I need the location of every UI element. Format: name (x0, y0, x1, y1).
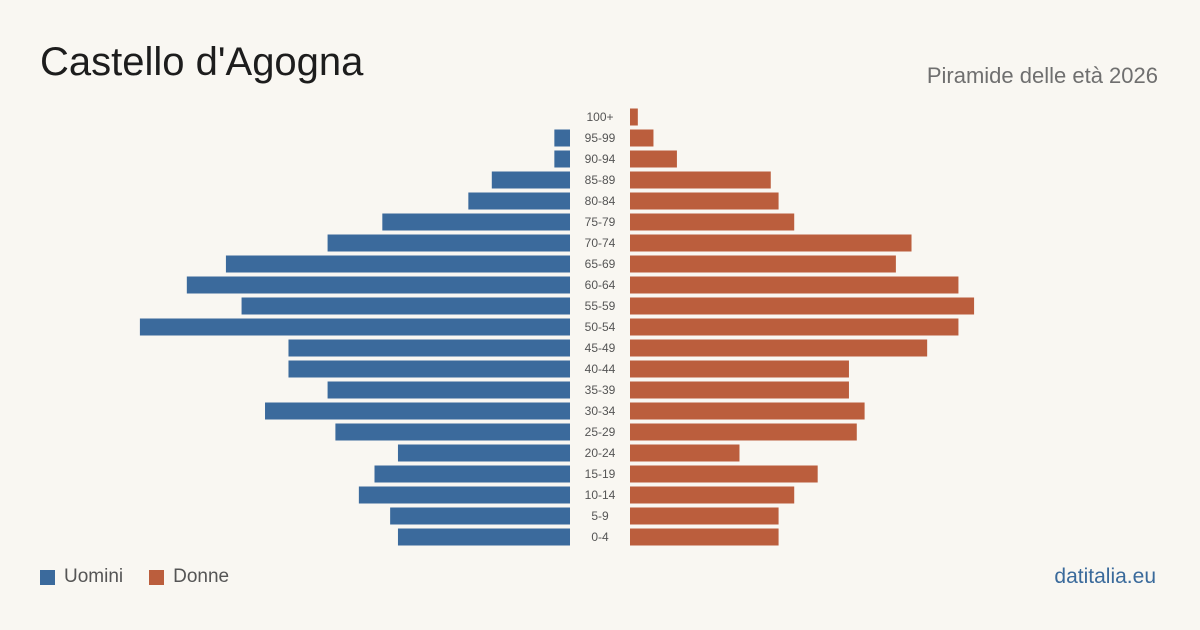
bar-women-85-89 (630, 171, 771, 189)
bar-men-45-49 (288, 339, 570, 357)
age-label-75-79: 75-79 (585, 215, 616, 229)
bar-women-90-94 (630, 150, 677, 168)
bar-men-5-9 (390, 507, 570, 525)
bar-women-50-54 (630, 318, 959, 336)
age-label-60-64: 60-64 (585, 278, 616, 292)
bar-women-100plus (630, 108, 638, 126)
bar-women-25-29 (630, 423, 857, 441)
bar-women-60-64 (630, 276, 959, 294)
age-label-20-24: 20-24 (585, 446, 616, 460)
legend-label-women: Donne (173, 566, 230, 587)
bar-women-5-9 (630, 507, 779, 525)
age-label-65-69: 65-69 (585, 257, 616, 271)
age-label-10-14: 10-14 (585, 488, 616, 502)
age-label-15-19: 15-19 (585, 467, 616, 481)
bar-women-35-39 (630, 381, 849, 399)
bar-women-20-24 (630, 444, 740, 462)
bar-men-30-34 (265, 402, 570, 420)
age-label-95-99: 95-99 (585, 131, 616, 145)
legend-swatch-men (40, 569, 55, 585)
bar-men-85-89 (491, 171, 570, 189)
chart-title: Castello d'Agogna (40, 40, 364, 84)
age-label-100plus: 100+ (586, 110, 613, 124)
bar-men-10-14 (358, 486, 570, 504)
bar-women-15-19 (630, 465, 818, 483)
age-label-0-4: 0-4 (591, 530, 609, 544)
age-label-55-59: 55-59 (585, 299, 616, 313)
source-link[interactable]: datitalia.eu (1054, 565, 1156, 588)
bar-women-45-49 (630, 339, 928, 357)
age-label-90-94: 90-94 (585, 152, 616, 166)
age-label-45-49: 45-49 (585, 341, 616, 355)
bar-men-35-39 (327, 381, 570, 399)
bar-men-90-94 (554, 150, 570, 168)
bar-women-65-69 (630, 255, 896, 273)
legend-label-men: Uomini (64, 566, 124, 587)
bar-women-55-59 (630, 297, 975, 315)
chart-subtitle: Piramide delle età 2026 (926, 63, 1158, 88)
bar-men-70-74 (327, 234, 570, 252)
age-label-30-34: 30-34 (585, 404, 616, 418)
bar-men-75-79 (382, 213, 570, 231)
age-label-5-9: 5-9 (591, 509, 609, 523)
bar-men-20-24 (397, 444, 570, 462)
legend-item-women: Donne (149, 566, 229, 588)
bar-men-95-99 (554, 129, 570, 147)
age-label-35-39: 35-39 (585, 383, 616, 397)
bar-women-95-99 (630, 129, 654, 147)
bar-men-25-29 (335, 423, 570, 441)
legend-swatch-women (149, 569, 165, 585)
bar-men-0-4 (397, 528, 570, 546)
chart-legend: Uomini Donne (40, 566, 229, 588)
age-label-85-89: 85-89 (585, 173, 616, 187)
bar-women-10-14 (630, 486, 795, 504)
bar-men-65-69 (225, 255, 571, 273)
bar-men-50-54 (139, 318, 570, 336)
bar-women-30-34 (630, 402, 865, 420)
age-label-80-84: 80-84 (585, 194, 616, 208)
bar-men-40-44 (288, 360, 570, 378)
bar-women-70-74 (630, 234, 912, 252)
age-label-25-29: 25-29 (585, 425, 616, 439)
bar-men-60-64 (186, 276, 570, 294)
bar-women-0-4 (630, 528, 779, 546)
age-label-70-74: 70-74 (585, 236, 616, 250)
bar-men-80-84 (468, 192, 570, 210)
age-label-50-54: 50-54 (585, 320, 616, 334)
legend-item-men: Uomini (40, 566, 123, 588)
bar-women-75-79 (630, 213, 795, 231)
age-label-40-44: 40-44 (585, 362, 616, 376)
bar-women-40-44 (630, 360, 849, 378)
bar-men-55-59 (241, 297, 570, 315)
bar-women-80-84 (630, 192, 779, 210)
bar-men-15-19 (374, 465, 570, 483)
